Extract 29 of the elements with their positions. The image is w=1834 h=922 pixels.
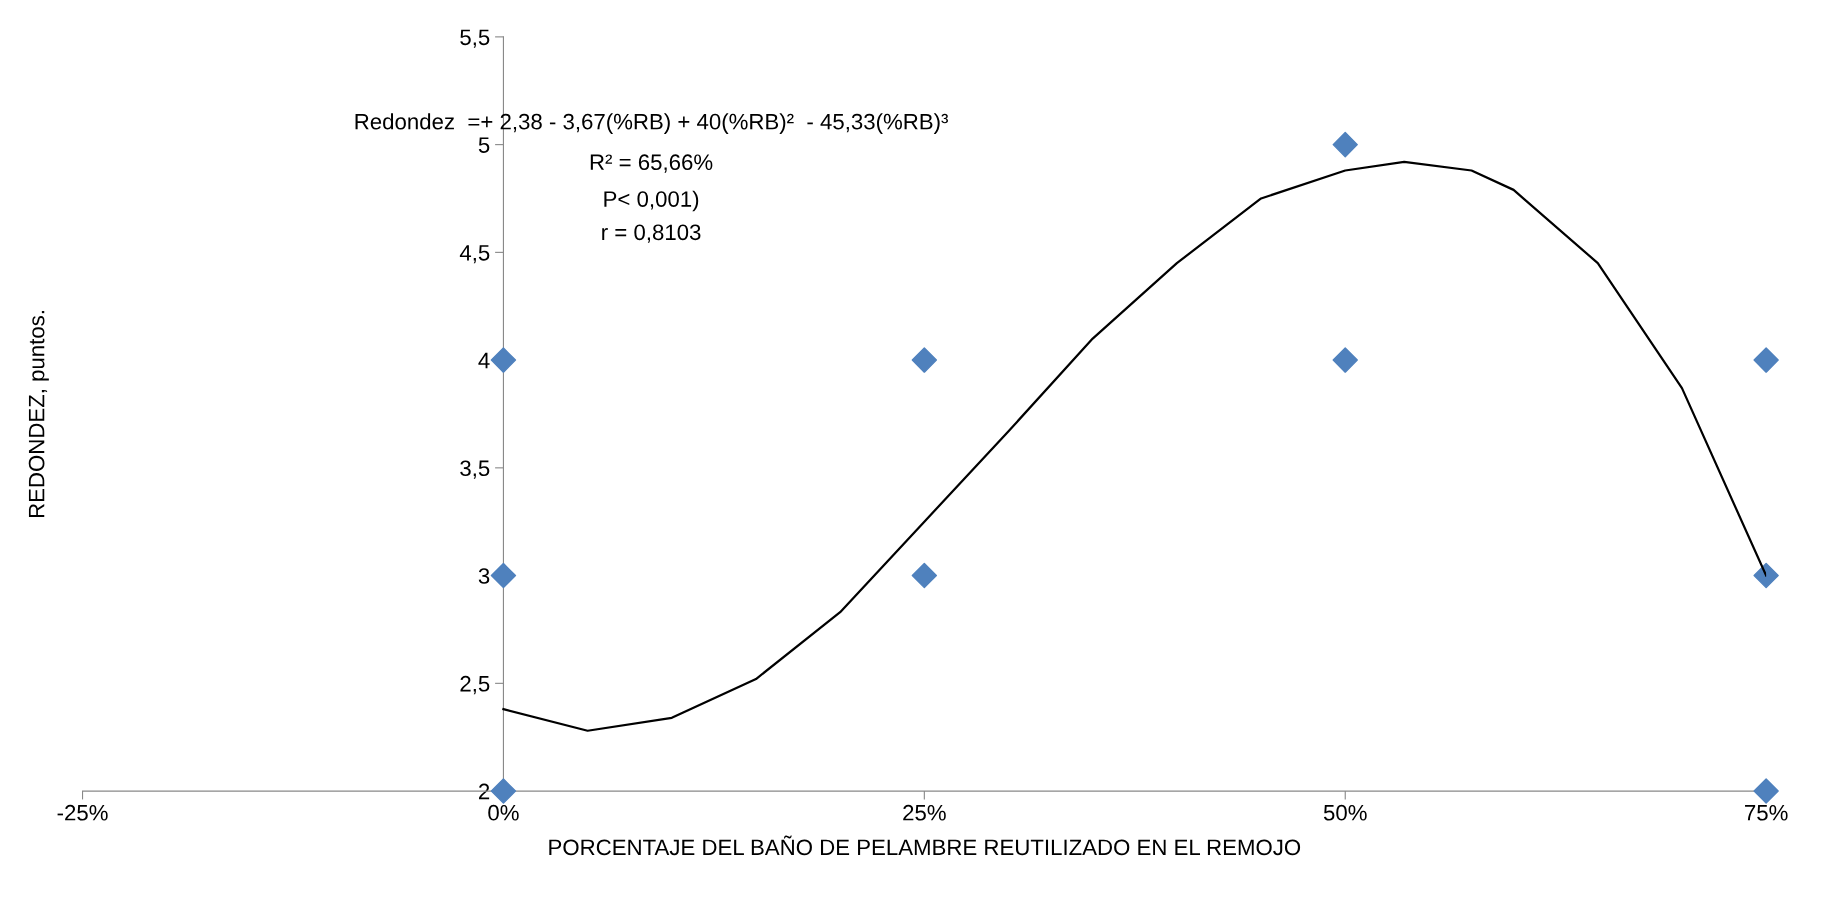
x-tick-label: 50% xyxy=(1323,804,1367,821)
point xyxy=(490,562,517,589)
y-tick-label: 2 xyxy=(479,783,490,800)
annotation: R² = 65,66% xyxy=(590,154,713,173)
annotation: Redondez =+ 2,38 - 3,67(%RB) + 40(%RB)² - 45,33(%RB)³ xyxy=(355,113,948,134)
point xyxy=(1753,347,1779,373)
annotation: P< 0,001) xyxy=(604,190,699,212)
y-tick-label: 3 xyxy=(478,568,490,584)
y-tick-label: 2,5 xyxy=(460,675,490,695)
point xyxy=(1332,131,1358,158)
x-tick-label: 25% xyxy=(903,804,946,821)
point xyxy=(490,347,517,373)
annotation: r = 0,8103 xyxy=(602,224,701,243)
y-axis-title: REDONDEZ, puntos. xyxy=(28,311,49,518)
y-tick-label: 4,5 xyxy=(459,245,490,264)
point xyxy=(911,562,938,589)
x-tick-label: -25% xyxy=(57,804,108,821)
y-tick-label: 4 xyxy=(478,352,490,369)
x-axis-title: PORCENTAJE DEL BAÑO DE PELAMBRE REUTILIZADO EN EL REMOJO xyxy=(549,835,1301,856)
y-tick-label: 3,5 xyxy=(460,460,490,479)
point xyxy=(1753,778,1779,804)
point xyxy=(911,347,938,373)
y-tick-label: 5 xyxy=(478,137,490,153)
x-tick-label: 75% xyxy=(1745,804,1788,821)
point xyxy=(1753,562,1779,589)
point xyxy=(490,778,517,804)
point xyxy=(1332,347,1358,373)
x-tick-label: 0% xyxy=(488,804,519,821)
y-tick-label: 5,5 xyxy=(460,29,490,48)
